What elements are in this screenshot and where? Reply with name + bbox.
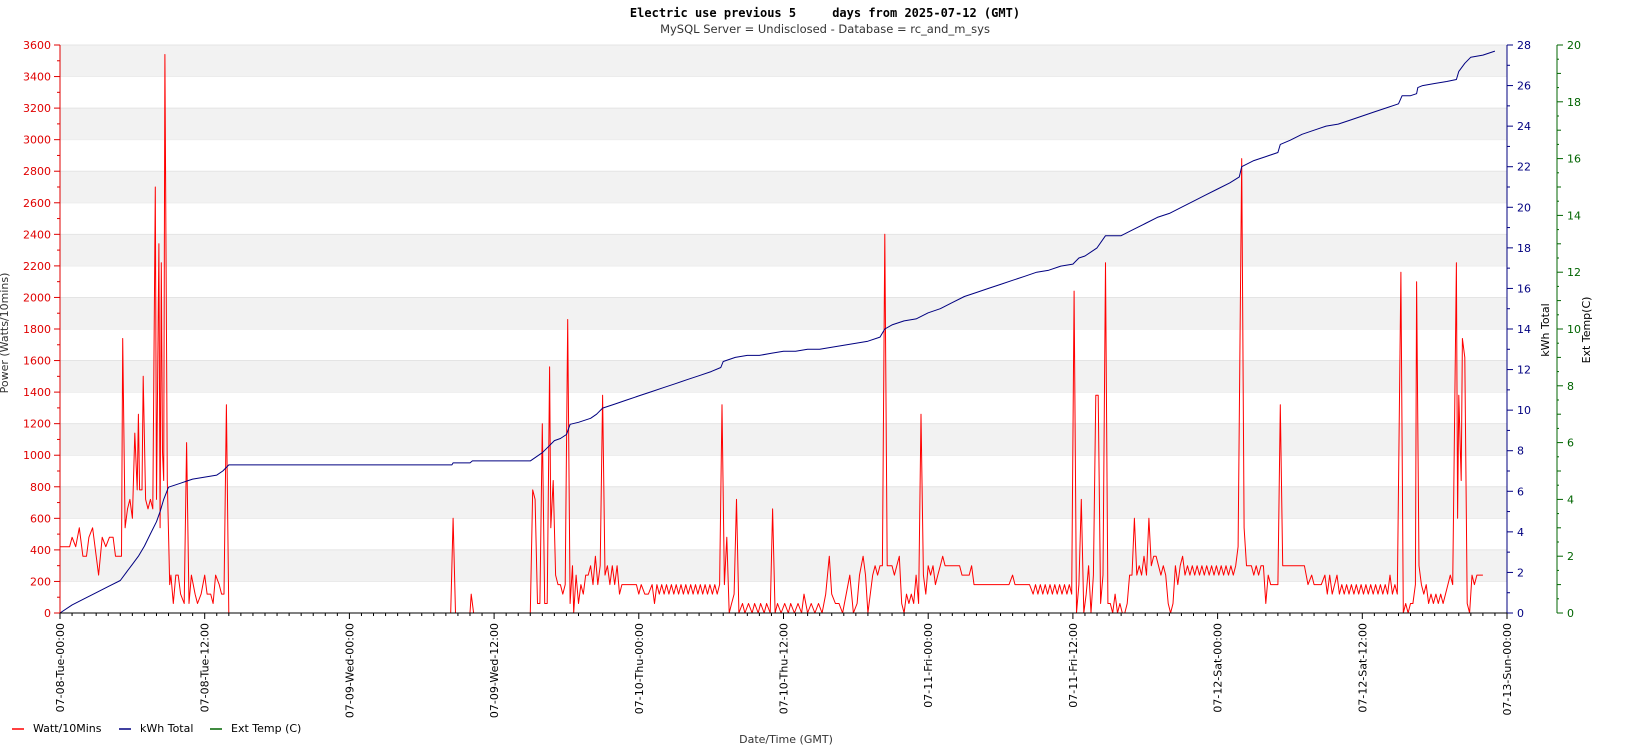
left-tick-label: 1000: [23, 449, 51, 462]
grid-band: [60, 360, 1507, 393]
kwh-tick-label: 22: [1517, 161, 1531, 174]
temp-tick-label: 20: [1567, 39, 1581, 52]
x-tick-label: 07-12-Sat-12:00: [1356, 623, 1369, 713]
temp-tick-label: 4: [1567, 493, 1574, 506]
left-tick-label: 200: [30, 575, 51, 588]
x-tick-label: 07-09-Wed-12:00: [488, 623, 501, 718]
x-tick-label: 07-08-Tue-00:00: [54, 623, 67, 712]
temp-axis: 0 2 4 6 8 10 12 14 16 18 20: [1556, 39, 1581, 620]
kwh-tick-label: 26: [1517, 80, 1531, 93]
kwh-tick-label: 6: [1517, 485, 1524, 498]
kwh-tick-label: 28: [1517, 39, 1531, 52]
left-tick-label: 1600: [23, 355, 51, 368]
left-tick-label: 3000: [23, 134, 51, 147]
x-tick-label: 07-13-Sun-00:00: [1501, 623, 1514, 716]
grid-band: [60, 423, 1507, 456]
left-axis: 0 200 400 600 800 1000 1200 1400 1600 1800 2000 220…: [23, 39, 61, 620]
x-tick-label: 07-09-Wed-00:00: [343, 623, 356, 718]
y-axis-label-left: Power (Watts/10mins): [0, 273, 11, 394]
temp-tick-label: 8: [1567, 380, 1574, 393]
legend: Watt/10Mins kWh Total Ext Temp (C): [12, 722, 301, 735]
y-axis-label-temp: Ext Temp(C): [1580, 297, 1593, 364]
kwh-tick-label: 20: [1517, 201, 1531, 214]
grid-band: [60, 297, 1507, 329]
left-tick-label: 3400: [23, 71, 51, 84]
grid-band: [60, 45, 1507, 77]
x-tick-label: 07-12-Sat-00:00: [1212, 623, 1225, 713]
temp-tick-label: 12: [1567, 266, 1581, 279]
series-layer: [59, 50, 1496, 614]
grid-band: [60, 171, 1507, 203]
series-line-kwh-total: [59, 50, 1496, 614]
kwh-tick-label: 12: [1517, 364, 1531, 377]
grid-band: [60, 486, 1507, 519]
x-tick-label: 07-11-Fri-00:00: [922, 623, 935, 708]
left-tick-label: 3200: [23, 102, 51, 115]
y-axis-label-kwh: kWh Total: [1539, 303, 1552, 356]
left-tick-label: 1400: [23, 386, 51, 399]
kwh-tick-label: 0: [1517, 607, 1524, 620]
left-tick-label: 2600: [23, 197, 51, 210]
chart-subtitle: MySQL Server = Undisclosed - Database = …: [660, 22, 990, 36]
left-tick-label: 1800: [23, 323, 51, 336]
left-tick-label: 0: [44, 607, 51, 620]
x-tick-label: 07-08-Tue-12:00: [199, 623, 212, 712]
kwh-tick-label: 18: [1517, 242, 1531, 255]
left-tick-label: 3600: [23, 39, 51, 52]
left-tick-label: 2400: [23, 228, 51, 241]
temp-tick-label: 16: [1567, 153, 1581, 166]
x-tick-label: 07-10-Thu-12:00: [778, 623, 791, 714]
left-tick-label: 2800: [23, 165, 51, 178]
kwh-tick-label: 8: [1517, 445, 1524, 458]
x-tick-label: 07-10-Thu-00:00: [633, 623, 646, 714]
temp-tick-label: 10: [1567, 323, 1581, 336]
temp-tick-label: 2: [1567, 550, 1574, 563]
x-axis-label: Date/Time (GMT): [739, 733, 833, 746]
left-tick-label: 600: [30, 512, 51, 525]
kwh-tick-label: 2: [1517, 566, 1524, 579]
x-axis: 07-08-Tue-00:00 07-08-Tue-12:00 07-09-Wed-…: [54, 612, 1514, 718]
x-tick-label: 07-11-Fri-12:00: [1067, 623, 1080, 708]
kwh-tick-label: 10: [1517, 404, 1531, 417]
temp-tick-label: 6: [1567, 437, 1574, 450]
legend-item: Watt/10Mins: [33, 722, 102, 735]
left-tick-label: 1200: [23, 418, 51, 431]
kwh-tick-label: 14: [1517, 323, 1531, 336]
legend-item: Ext Temp (C): [231, 722, 301, 735]
left-tick-label: 2200: [23, 260, 51, 273]
kwh-tick-label: 16: [1517, 282, 1531, 295]
grid-band: [60, 549, 1507, 582]
kwh-tick-label: 24: [1517, 120, 1531, 133]
chart-title: Electric use previous 5 days from 2025-0…: [630, 6, 1020, 20]
temp-tick-label: 0: [1567, 607, 1574, 620]
temp-tick-label: 18: [1567, 96, 1581, 109]
grid-band: [60, 108, 1507, 140]
grid-bands: [60, 44, 1507, 582]
grid-band: [60, 234, 1507, 266]
kwh-tick-label: 4: [1517, 526, 1524, 539]
legend-item: kWh Total: [140, 722, 193, 735]
temp-tick-label: 14: [1567, 209, 1581, 222]
left-tick-label: 400: [30, 544, 51, 557]
series-line-watt-10mins: [60, 54, 1483, 614]
left-tick-label: 800: [30, 481, 51, 494]
left-tick-label: 2000: [23, 291, 51, 304]
